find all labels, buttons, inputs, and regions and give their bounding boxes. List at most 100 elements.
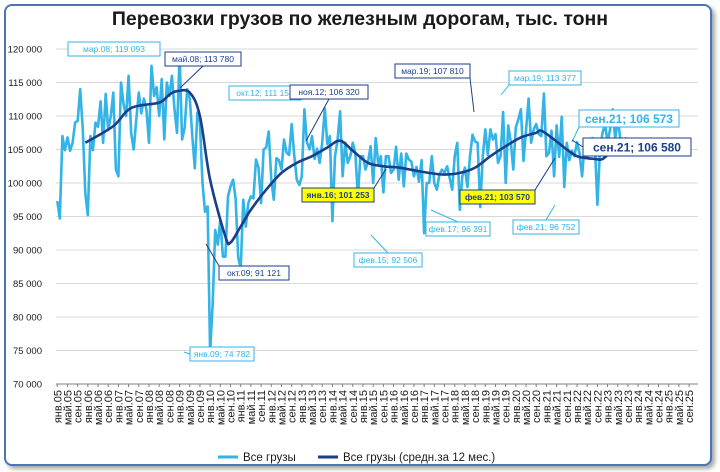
y-tick-label: 80 000 — [13, 313, 42, 324]
y-tick-label: 95 000 — [13, 212, 42, 223]
x-tick-label: май.10 — [215, 390, 227, 425]
x-tick-label: янв.10 — [205, 390, 217, 423]
x-tick-label: янв.14 — [327, 390, 339, 423]
callout-leader — [571, 139, 584, 148]
x-tick-label: янв.22 — [572, 390, 584, 423]
annotation-callout: ноя.12; 106 320 — [289, 84, 369, 142]
y-tick-label: 110 000 — [8, 112, 42, 123]
x-tick-label: май.11 — [246, 390, 258, 424]
callout-label: сен.21; 106 580 — [593, 140, 681, 154]
callout-box — [164, 51, 242, 67]
callout-box — [67, 41, 161, 57]
x-tick-label: сен.06 — [103, 390, 115, 423]
callout-label: мар.19; 107 810 — [401, 66, 464, 76]
annotation-callout: фев.15; 92 506 — [353, 234, 423, 268]
x-tick-label: сен.11 — [256, 390, 268, 422]
callout-leader — [373, 168, 387, 189]
annotation-callout: окт.09; 91 121 — [205, 243, 290, 281]
legend-label-moving-average: Все грузы (средн.за 12 мес.) — [343, 452, 495, 464]
x-tick-label: сен.14 — [348, 390, 360, 423]
x-tick-label: май.24 — [643, 390, 655, 425]
x-tick-label: май.17 — [429, 390, 441, 425]
x-tick-label: май.15 — [368, 390, 380, 425]
x-tick-label: сен.23 — [623, 390, 635, 423]
x-tick-label: сен.17 — [440, 390, 452, 423]
x-tick-label: янв.05 — [52, 390, 64, 423]
callout-leader — [571, 126, 580, 143]
callout-label: мар.08; 119 093 — [83, 44, 145, 54]
annotation-callout: янв.09; 74 782 — [183, 346, 255, 362]
x-tick-label: сен.16 — [409, 390, 421, 423]
callout-label: фев.21; 96 752 — [517, 222, 576, 232]
callout-leader — [179, 65, 204, 89]
annotation-callout: сен.21; 106 580 — [571, 137, 692, 157]
x-tick-label: янв.06 — [83, 390, 95, 423]
x-tick-label: янв.17 — [419, 390, 431, 423]
x-tick-label: май.18 — [460, 390, 472, 425]
callout-leader — [205, 243, 220, 267]
x-tick-label: май.09 — [185, 390, 197, 425]
callout-leader — [370, 234, 389, 254]
x-tick-label: янв.21 — [541, 390, 553, 423]
x-tick-label: сен.19 — [501, 390, 513, 423]
x-tick-label: май.20 — [521, 390, 533, 425]
callout-box — [582, 137, 692, 157]
annotation-callout: сен.21; 106 573 — [571, 109, 680, 143]
x-tick-label: сен.05 — [73, 390, 85, 423]
annotation-callout: мар.19; 113 377 — [500, 70, 582, 96]
x-tick-label: янв.19 — [480, 390, 492, 423]
callout-box — [394, 63, 471, 79]
callout-label: фев.17; 96 391 — [429, 224, 488, 234]
chart-title: Перевозки грузов по железным дорогам, ты… — [111, 8, 609, 30]
callout-leader — [500, 84, 510, 96]
x-tick-label: сен.18 — [470, 390, 482, 423]
series-line-all-cargo — [56, 53, 622, 354]
x-tick-label: сен.25 — [684, 390, 696, 423]
y-tick-label: 120 000 — [8, 45, 42, 56]
x-tick-label: янв.15 — [358, 390, 370, 423]
legend-label-all-cargo: Все грузы — [243, 452, 296, 464]
annotation-callout: фев.21; 96 752 — [512, 204, 580, 235]
annotation-callout: мар.08; 119 093 — [67, 41, 161, 57]
callout-label: янв.16; 101 253 — [306, 190, 369, 200]
x-tick-label: май.05 — [62, 390, 74, 425]
callout-leader — [545, 204, 556, 221]
x-tick-label: янв.18 — [450, 390, 462, 423]
x-tick-label: сен.15 — [378, 390, 390, 423]
x-tick-label: май.16 — [399, 390, 411, 425]
x-tick-label: янв.23 — [603, 390, 615, 423]
callout-leader — [469, 77, 475, 113]
y-tick-label: 70 000 — [13, 380, 42, 391]
x-tick-label: сен.09 — [195, 390, 207, 423]
x-tick-label: май.22 — [582, 390, 594, 425]
x-tick-label: май.13 — [307, 390, 319, 425]
callout-label: ноя.12; 106 320 — [298, 87, 360, 97]
x-tick-label: янв.12 — [266, 390, 278, 423]
x-tick-label: май.08 — [154, 390, 166, 425]
y-tick-label: 90 000 — [13, 246, 42, 257]
x-tick-label: сен.10 — [226, 390, 238, 423]
x-tick-label: май.06 — [93, 390, 105, 425]
callout-box — [459, 189, 536, 205]
chart-frame — [4, 4, 712, 466]
callout-leader — [305, 98, 330, 142]
x-tick-label: сен.24 — [654, 390, 666, 423]
x-tick-label: янв.09 — [175, 390, 187, 423]
annotation-callout: фев.21; 103 570 — [459, 157, 556, 205]
x-tick-label: сен.21 — [562, 390, 574, 423]
callout-box — [218, 265, 290, 281]
y-tick-label: 115 000 — [8, 78, 42, 89]
x-tick-label: сен.12 — [287, 390, 299, 423]
callout-label: сен.21; 106 573 — [585, 112, 673, 126]
y-tick-label: 105 000 — [8, 145, 42, 156]
x-tick-label: сен.13 — [317, 390, 329, 423]
x-tick-label: янв.11 — [236, 390, 248, 422]
callout-box — [508, 70, 582, 86]
annotation-callout: май.08; 113 780 — [164, 51, 242, 89]
x-tick-label: янв.20 — [511, 390, 523, 423]
x-tick-label: май.12 — [276, 390, 288, 425]
x-tick-label: май.07 — [124, 390, 136, 425]
x-tick-label: янв.24 — [633, 390, 645, 423]
x-tick-label: сен.08 — [164, 390, 176, 423]
